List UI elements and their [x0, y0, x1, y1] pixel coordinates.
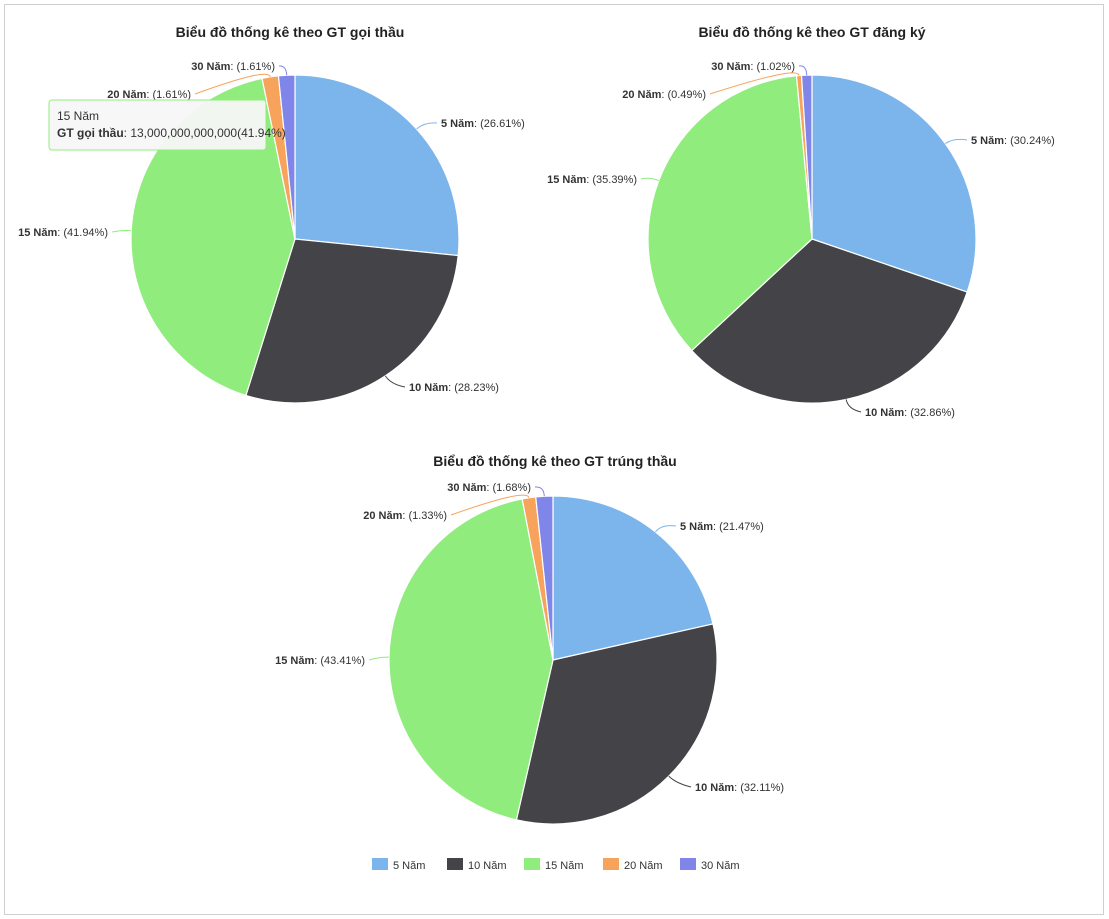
- pie-chart-1: 5 Năm: (26.61%)10 Năm: (28.23%)15 Năm: (…: [18, 61, 525, 404]
- legend-swatch: [372, 858, 388, 870]
- tooltip: 15 Năm GT gọi thầu: 13,000,000,000,000(41…: [48, 99, 286, 151]
- tooltip-box: [48, 99, 267, 151]
- slice-label: 15 Năm: (43.41%): [275, 655, 365, 667]
- slice-label: 10 Năm: (28.23%): [409, 382, 499, 394]
- slice-label-name: 15 Năm: [18, 227, 57, 239]
- tooltip-amount: : 13,000,000,000,000(41.94%): [124, 126, 286, 140]
- label-connector: [668, 775, 692, 788]
- slice-label: 20 Năm: (0.49%): [622, 89, 706, 101]
- chart-2-title: Biểu đồ thống kê theo GT đăng ký: [698, 24, 925, 40]
- slice-label-value: : (26.61%): [474, 118, 525, 130]
- slice-label-name: 10 Năm: [865, 407, 904, 419]
- slice-label-value: : (21.47%): [713, 521, 764, 533]
- slice-label-name: 5 Năm: [680, 521, 713, 533]
- slice-label-value: : (0.49%): [661, 89, 706, 101]
- slice-label-name: 30 Năm: [447, 482, 486, 494]
- slice-label-name: 5 Năm: [441, 118, 474, 130]
- pie-slice[interactable]: [552, 495, 714, 661]
- slice-label-value: : (1.33%): [402, 510, 447, 522]
- legend-item[interactable]: 15 Năm: [524, 858, 584, 872]
- pie-slice[interactable]: [388, 498, 554, 821]
- slice-label-value: : (28.23%): [448, 382, 499, 394]
- slice-label: 20 Năm: (1.33%): [363, 510, 447, 522]
- label-connector: [655, 525, 677, 533]
- slice-label-value: : (32.11%): [734, 782, 784, 794]
- slice-label: 5 Năm: (21.47%): [680, 521, 764, 533]
- slice-label: 10 Năm: (32.86%): [865, 407, 955, 419]
- slice-label: 30 Năm: (1.02%): [711, 61, 795, 73]
- label-connector: [368, 656, 390, 661]
- label-connector: [416, 122, 438, 130]
- slice-label-value: : (41.94%): [57, 227, 108, 239]
- pie-slice[interactable]: [245, 238, 459, 404]
- slice-label-name: 10 Năm: [409, 382, 448, 394]
- slice-label-name: 15 Năm: [275, 655, 314, 667]
- slice-label: 5 Năm: (30.24%): [971, 135, 1055, 147]
- legend-label: 15 Năm: [545, 860, 584, 872]
- label-connector: [845, 399, 862, 413]
- chart-container: [4, 4, 1104, 915]
- slice-label: 15 Năm: (35.39%): [547, 174, 637, 186]
- pie-slice[interactable]: [294, 74, 460, 257]
- slice-label-name: 10 Năm: [695, 782, 734, 794]
- pie-slice[interactable]: [647, 75, 813, 352]
- slice-label: 30 Năm: (1.61%): [191, 61, 275, 73]
- legend-swatch: [680, 858, 696, 870]
- slice-label: 5 Năm: (26.61%): [441, 118, 525, 130]
- legend-item[interactable]: 30 Năm: [680, 858, 740, 872]
- label-connector: [798, 65, 808, 76]
- label-connector: [709, 72, 800, 95]
- tooltip-value: GT gọi thầu: 13,000,000,000,000(41.94%): [57, 126, 286, 140]
- slice-label: 30 Năm: (1.68%): [447, 482, 531, 494]
- slice-label-name: 5 Năm: [971, 135, 1004, 147]
- slice-label-name: 30 Năm: [711, 61, 750, 73]
- pie-slice[interactable]: [277, 74, 296, 240]
- label-connector: [384, 375, 406, 388]
- slice-label-value: : (1.61%): [146, 89, 191, 101]
- slice-label: 15 Năm: (41.94%): [18, 227, 108, 239]
- legend-label: 10 Năm: [468, 860, 507, 872]
- legend-label: 20 Năm: [624, 860, 663, 872]
- label-connector: [945, 138, 968, 145]
- slice-label-value: : (32.86%): [904, 407, 955, 419]
- legend-label: 30 Năm: [701, 860, 740, 872]
- legend-label: 5 Năm: [393, 860, 425, 872]
- label-connector: [111, 230, 132, 233]
- slice-label-value: : (1.61%): [230, 61, 275, 73]
- chart-1-title: Biểu đồ thống kê theo GT gọi thầu: [176, 24, 405, 40]
- slice-label: 20 Năm: (1.61%): [107, 89, 191, 101]
- label-connector: [194, 73, 271, 95]
- slice-label-name: 20 Năm: [622, 89, 661, 101]
- pie-chart-3: 5 Năm: (21.47%)10 Năm: (32.11%)15 Năm: (…: [275, 482, 784, 825]
- chart-3-title: Biểu đồ thống kê theo GT trúng thầu: [433, 453, 676, 469]
- label-connector: [278, 65, 288, 76]
- pie-slice[interactable]: [535, 495, 554, 661]
- slice-label-name: 30 Năm: [191, 61, 230, 73]
- legend-swatch: [447, 858, 463, 870]
- legend-item[interactable]: 5 Năm: [372, 858, 425, 872]
- slice-label-name: 20 Năm: [107, 89, 146, 101]
- label-connector: [450, 494, 530, 516]
- slice-label-name: 15 Năm: [547, 174, 586, 186]
- tooltip-title: 15 Năm: [57, 109, 99, 123]
- label-connector: [534, 486, 545, 497]
- slice-label-name: 20 Năm: [363, 510, 402, 522]
- legend-item[interactable]: 10 Năm: [447, 858, 507, 872]
- label-connector: [640, 177, 659, 182]
- slice-label-value: : (43.41%): [314, 655, 365, 667]
- slice-label-value: : (1.68%): [486, 482, 531, 494]
- pie-slice[interactable]: [811, 74, 977, 293]
- slice-label-value: : (30.24%): [1004, 135, 1055, 147]
- legend-swatch: [603, 858, 619, 870]
- slice-label: 10 Năm: (32.11%): [695, 782, 784, 794]
- legend-item[interactable]: 20 Năm: [603, 858, 663, 872]
- slice-label-value: : (1.02%): [750, 61, 795, 73]
- legend-swatch: [524, 858, 540, 870]
- pie-chart-2: 5 Năm: (30.24%)10 Năm: (32.86%)15 Năm: (…: [547, 61, 1055, 419]
- tooltip-series-label: GT gọi thầu: [57, 126, 124, 140]
- slice-label-value: : (35.39%): [586, 174, 637, 186]
